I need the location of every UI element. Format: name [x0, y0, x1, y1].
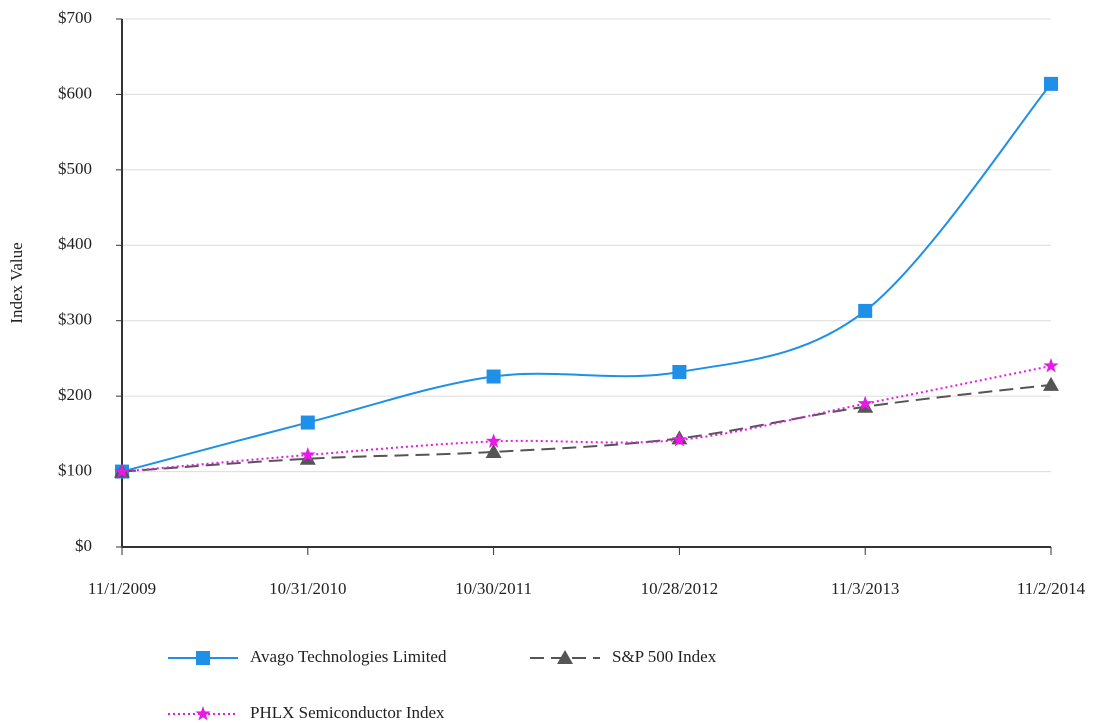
y-tick-label: $600 [58, 83, 92, 102]
x-tick-label: 10/28/2012 [641, 579, 718, 598]
x-tick-label: 10/31/2010 [269, 579, 346, 598]
series-line [121, 364, 1052, 473]
legend-label: Avago Technologies Limited [250, 647, 447, 666]
legend-label: PHLX Semiconductor Index [250, 703, 445, 722]
y-tick-label: $300 [58, 310, 92, 329]
series-line [121, 383, 1052, 473]
y-tick-label: $200 [58, 385, 92, 404]
y-tick-label: $500 [58, 159, 92, 178]
marker [1043, 376, 1059, 391]
x-tick-label: 11/1/2009 [88, 579, 156, 598]
y-tick-label: $400 [58, 234, 92, 253]
y-axis-label: Index Value [7, 242, 26, 323]
marker [671, 431, 687, 447]
x-tick-label: 10/30/2011 [455, 579, 532, 598]
marker [857, 395, 873, 411]
marker [486, 369, 501, 384]
x-tick-label: 11/3/2013 [831, 579, 899, 598]
marker [486, 433, 502, 448]
series-line [121, 83, 1052, 473]
marker [114, 463, 130, 478]
y-tick-label: $700 [58, 8, 92, 27]
legend-marker [557, 650, 573, 664]
x-tick-label: 11/2/2014 [1017, 579, 1086, 598]
marker [485, 443, 502, 458]
y-tick-label: $100 [58, 460, 92, 479]
marker [1043, 358, 1059, 373]
y-tick-label: $0 [75, 536, 92, 555]
legend-marker [195, 706, 211, 721]
marker [858, 303, 873, 318]
marker [1044, 76, 1058, 91]
legend-label: S&P 500 Index [612, 647, 717, 666]
marker [300, 415, 315, 430]
marker [672, 365, 687, 380]
legend-marker [196, 651, 210, 665]
marker [300, 447, 316, 462]
